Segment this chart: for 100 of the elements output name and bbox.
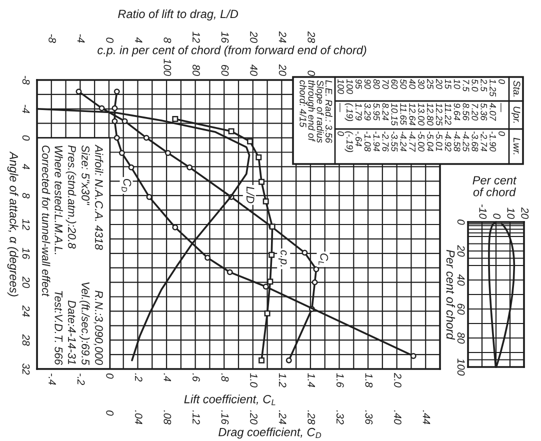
annotation: -4.24 xyxy=(400,131,407,152)
x2-tick-label: 12 xyxy=(192,32,200,43)
annotation: 40 xyxy=(409,79,416,89)
annotation: 13.00 xyxy=(418,103,424,126)
y-tick-label: 16 xyxy=(22,248,30,260)
text: 10 xyxy=(454,79,460,89)
x-axis-title: Per cent of chord xyxy=(472,176,517,196)
annotation: 95 xyxy=(355,79,362,90)
y-tick-label: 12 xyxy=(22,218,30,230)
legend-label: L/D xyxy=(246,186,255,204)
x-tick-label: -10 xyxy=(479,204,487,219)
x2-tick-label: 24 xyxy=(278,31,286,43)
annotation: 10.15 xyxy=(391,103,398,126)
x2-tick-label: 4 xyxy=(135,37,142,43)
text: C$_{D}$ xyxy=(122,178,132,192)
annotation: 0 xyxy=(338,131,344,136)
x2-tick-label: 20 xyxy=(250,31,258,43)
x-tick-label: 10 xyxy=(507,208,515,219)
text: C$_{L}$ xyxy=(318,254,328,265)
x-tick-label: 1.4 xyxy=(308,373,315,388)
x2-tick-label: 100 xyxy=(164,58,172,76)
annotation: Vel.(ft./sec.):69.5 xyxy=(79,282,90,366)
x-tick-label: 1.0 xyxy=(250,373,258,388)
annotation: 11.65 xyxy=(400,103,407,125)
y-axis-title: Per cent of chord xyxy=(446,250,456,340)
text: 0 xyxy=(498,131,505,136)
text: -4.58 xyxy=(454,131,460,152)
annotation: Date:4-14-31 xyxy=(68,300,76,364)
text: 5.36 xyxy=(480,103,488,121)
x2-tick-label: 40 xyxy=(250,64,258,76)
x2-tick-label: 28 xyxy=(308,31,316,43)
y-tick-label: 20 xyxy=(22,276,30,288)
x-tick-label: .28 xyxy=(308,410,316,424)
annotation: (-.19) xyxy=(344,131,354,152)
x-tick-label: .16 xyxy=(221,410,229,424)
y-tick-label: -8 xyxy=(22,76,30,85)
x-tick-label: 2.0 xyxy=(394,372,402,388)
annotation: Pres.(stnd.atm.):20.8 xyxy=(66,145,76,249)
annotation: Size: 5"x30" xyxy=(82,145,90,206)
annotation: 80 xyxy=(373,79,380,89)
text: 5.0 xyxy=(472,79,478,92)
annotation: -5.01 xyxy=(436,131,442,151)
x2-tick-label: 20 xyxy=(278,64,286,76)
annotation: 3.29 xyxy=(364,103,371,120)
text: 7.5 xyxy=(462,80,470,92)
text: Lwr. xyxy=(513,138,520,154)
annotation: Test:V.D.T. 566 xyxy=(54,291,63,366)
text: Sta. xyxy=(513,80,520,96)
y-tick-label: 0 xyxy=(457,220,465,225)
annotation: 30 xyxy=(418,79,424,89)
annotation: 60 xyxy=(391,80,398,89)
annotation: -1.08 xyxy=(364,131,371,152)
x-tick-label: .24 xyxy=(278,410,286,424)
text: -2.74 xyxy=(480,131,488,152)
annotation: Airfoil: N.A.C.A. 4318 xyxy=(95,144,104,250)
x2-tick-label: 8 xyxy=(164,37,172,43)
x2-tick-label: 0 xyxy=(308,70,316,76)
x-tick-label: .12 xyxy=(192,410,200,424)
annotation: 100 xyxy=(338,79,344,94)
y-tick-label: 32 xyxy=(22,363,30,375)
x2-tick-label: 16 xyxy=(221,32,229,43)
text: 9.64 xyxy=(454,103,460,120)
x-tick-label: .36 xyxy=(365,410,373,424)
x-tick-label: .08 xyxy=(164,410,172,424)
annotation: 8.24 xyxy=(382,103,389,120)
text: 1.25 xyxy=(490,79,496,97)
x2-axis-title: Ratio of lift to drag, L/D xyxy=(118,9,238,20)
x2-tick-label: 80 xyxy=(192,64,200,76)
annotation: -5.00 xyxy=(418,131,424,152)
x2-tick-label: 60 xyxy=(221,65,229,76)
text: -4.25 xyxy=(462,131,470,152)
text: — xyxy=(500,102,502,112)
y-tick-label: 20 xyxy=(457,245,465,257)
x2-tick-label: 0 xyxy=(106,38,114,43)
x-axis-title: Drag coefficient, C$_{D}$ xyxy=(218,428,322,439)
y-tick-label: 8 xyxy=(22,192,30,198)
annotation: Corrected for tunnel-wall effect xyxy=(42,146,50,297)
x-tick-label: 1.2 xyxy=(278,373,286,388)
annotation: 25 xyxy=(427,78,434,90)
text: 7.20 xyxy=(472,104,478,120)
annotation: R.N.:3,090,000 xyxy=(94,290,103,365)
x2-tick-label: -8 xyxy=(48,34,56,43)
annotation: 5.95 xyxy=(373,103,380,121)
x-tick-label: 0 xyxy=(106,373,114,379)
y-axis-title: Angle of attack, α (degrees) xyxy=(7,151,18,296)
annotation: -3.55 xyxy=(391,131,398,152)
annotation: 1.79 xyxy=(355,103,362,120)
annotation: -2.76 xyxy=(382,131,389,152)
annotation: through end of xyxy=(306,80,316,142)
annotation: -.64 xyxy=(355,131,362,146)
y-tick-label: 24 xyxy=(22,305,30,317)
x-tick-label: 1.8 xyxy=(365,373,373,388)
x-tick-label: 0 xyxy=(493,214,501,219)
x-tick-label: .04 xyxy=(134,410,142,424)
y-tick-label: 28 xyxy=(22,334,30,346)
annotation: 50 xyxy=(400,79,407,89)
text: -3.68 xyxy=(472,131,478,152)
annotation: chord: 4/15 xyxy=(300,80,307,128)
text: -1.90 xyxy=(490,131,496,152)
y-tick-label: 0 xyxy=(22,135,30,141)
